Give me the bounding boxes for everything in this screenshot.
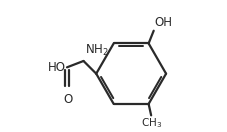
Text: CH$_3$: CH$_3$ xyxy=(140,116,161,130)
Text: O: O xyxy=(63,93,72,106)
Text: OH: OH xyxy=(154,16,172,29)
Text: HO: HO xyxy=(47,61,65,74)
Text: NH$_2$: NH$_2$ xyxy=(85,43,109,58)
